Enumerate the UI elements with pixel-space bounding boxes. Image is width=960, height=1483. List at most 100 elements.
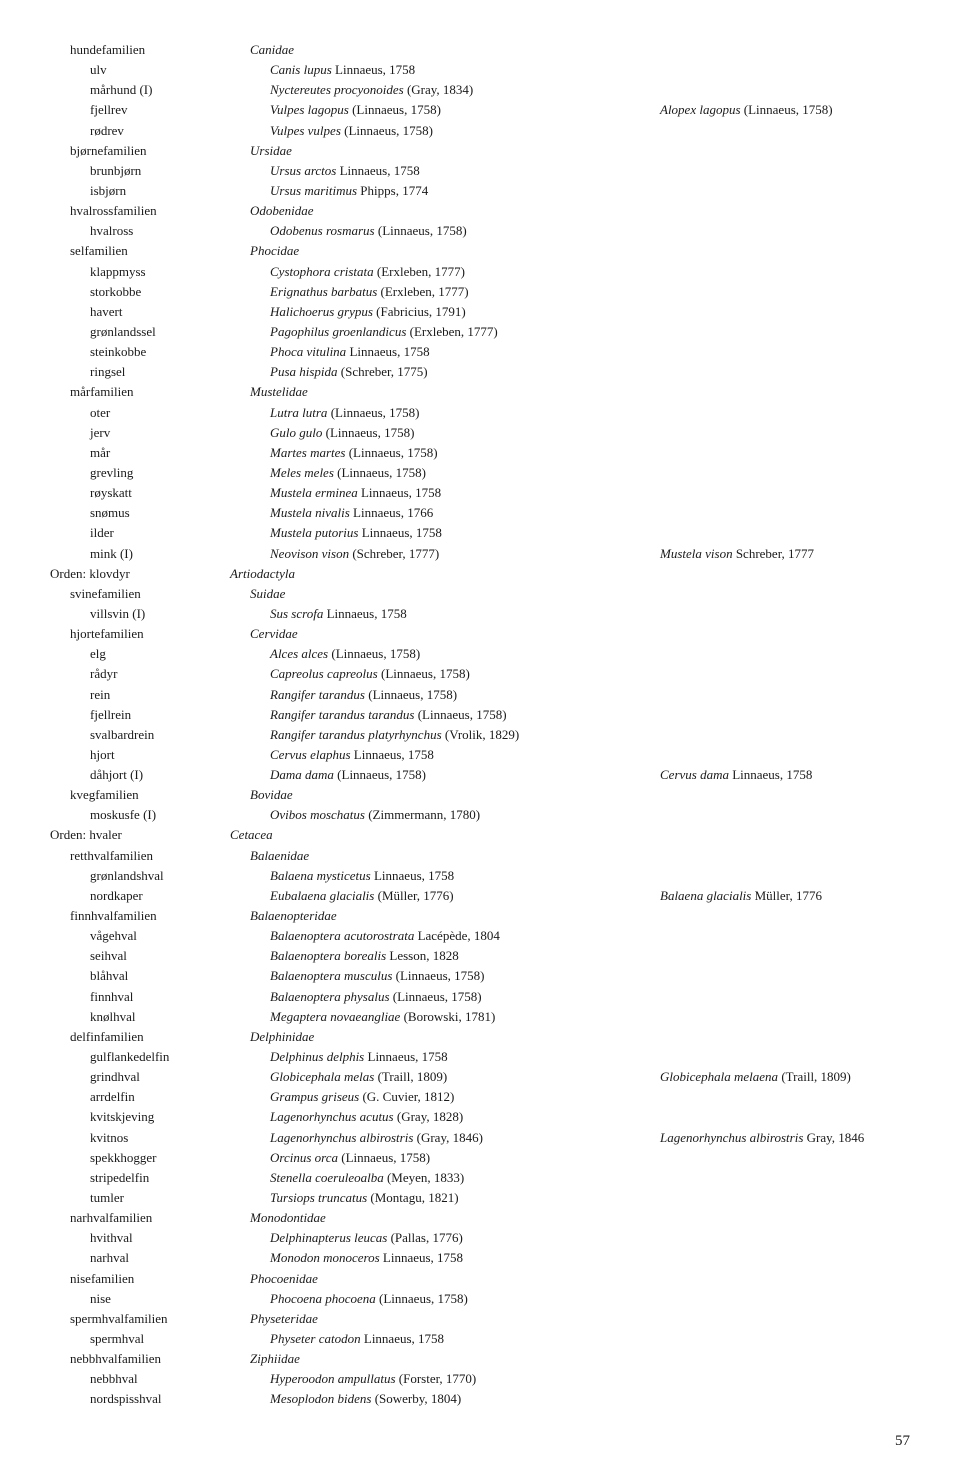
synonym: Globicephala melaena (Traill, 1809) xyxy=(660,1067,910,1087)
taxon-row: brunbjørnUrsus arctos Linnaeus, 1758 xyxy=(50,161,910,181)
scientific-name: Mesoplodon bidens (Sowerby, 1804) xyxy=(270,1389,660,1409)
scientific-name-italic: Stenella coeruleoalba xyxy=(270,1170,384,1185)
norwegian-name: kvitskjeving xyxy=(50,1107,270,1127)
taxon-row: vågehvalBalaenoptera acutorostrata Lacép… xyxy=(50,926,910,946)
scientific-author: (Schreber, 1777) xyxy=(349,546,439,561)
norwegian-name: klappmyss xyxy=(50,262,270,282)
scientific-name-italic: Lutra lutra xyxy=(270,405,327,420)
norwegian-name: mår xyxy=(50,443,270,463)
scientific-name: Phocoenidae xyxy=(250,1269,640,1289)
taxon-row: svalbardreinRangifer tarandus platyrhync… xyxy=(50,725,910,745)
scientific-author: (Schreber, 1775) xyxy=(338,364,428,379)
norwegian-name: Orden: klovdyr xyxy=(50,564,230,584)
scientific-author: (Erxleben, 1777) xyxy=(406,324,497,339)
synonym xyxy=(660,745,910,765)
scientific-name-italic: Megaptera novaeangliae xyxy=(270,1009,400,1024)
synonym xyxy=(660,342,910,362)
norwegian-name: gulflankedelfin xyxy=(50,1047,270,1067)
synonym-italic: Lagenorhynchus albirostris xyxy=(660,1130,803,1145)
scientific-name: Phocoena phocoena (Linnaeus, 1758) xyxy=(270,1289,660,1309)
scientific-name: Nyctereutes procyonoides (Gray, 1834) xyxy=(270,80,660,100)
taxon-row: finnhvalfamilienBalaenopteridae xyxy=(50,906,910,926)
scientific-name-italic: Rangifer tarandus platyrhynchus xyxy=(270,727,442,742)
scientific-name-italic: Ursidae xyxy=(250,143,292,158)
synonym xyxy=(660,946,910,966)
synonym xyxy=(640,1208,910,1228)
scientific-author: Linnaeus, 1758 xyxy=(358,485,441,500)
synonym xyxy=(660,443,910,463)
synonym-author: Müller, 1776 xyxy=(751,888,822,903)
scientific-name: Cervidae xyxy=(250,624,640,644)
scientific-name: Hyperoodon ampullatus (Forster, 1770) xyxy=(270,1369,660,1389)
scientific-name-italic: Meles meles xyxy=(270,465,334,480)
taxon-row: spermhvalPhyseter catodon Linnaeus, 1758 xyxy=(50,1329,910,1349)
synonym xyxy=(660,1168,910,1188)
scientific-author: Linnaeus, 1758 xyxy=(336,163,419,178)
norwegian-name: grønlandssel xyxy=(50,322,270,342)
taxon-row: mink (I)Neovison vison (Schreber, 1777)M… xyxy=(50,544,910,564)
synonym xyxy=(660,685,910,705)
scientific-author: (Pallas, 1776) xyxy=(387,1230,462,1245)
scientific-name-italic: Lagenorhynchus albirostris xyxy=(270,1130,413,1145)
scientific-name-italic: Erignathus barbatus xyxy=(270,284,377,299)
scientific-name: Odobenidae xyxy=(250,201,640,221)
page-number: 57 xyxy=(50,1430,910,1453)
norwegian-name: hvalross xyxy=(50,221,270,241)
taxon-row: havertHalichoerus grypus (Fabricius, 179… xyxy=(50,302,910,322)
taxon-row: mårhund (I)Nyctereutes procyonoides (Gra… xyxy=(50,80,910,100)
scientific-name: Mustela putorius Linnaeus, 1758 xyxy=(270,523,660,543)
scientific-name-italic: Balaenoptera borealis xyxy=(270,948,386,963)
synonym xyxy=(660,423,910,443)
scientific-name: Delphinapterus leucas (Pallas, 1776) xyxy=(270,1228,660,1248)
scientific-name-italic: Physeter catodon xyxy=(270,1331,361,1346)
scientific-name: Pusa hispida (Schreber, 1775) xyxy=(270,362,660,382)
norwegian-name: grønlandshval xyxy=(50,866,270,886)
scientific-author: (Linnaeus, 1758) xyxy=(392,968,484,983)
norwegian-name: steinkobbe xyxy=(50,342,270,362)
scientific-name-italic: Cervus elaphus xyxy=(270,747,351,762)
norwegian-name: mårhund (I) xyxy=(50,80,270,100)
synonym xyxy=(640,382,910,402)
synonym xyxy=(640,40,910,60)
scientific-author: Linnaeus, 1758 xyxy=(332,62,415,77)
synonym xyxy=(660,282,910,302)
scientific-name: Ursus arctos Linnaeus, 1758 xyxy=(270,161,660,181)
synonym xyxy=(660,664,910,684)
scientific-name: Meles meles (Linnaeus, 1758) xyxy=(270,463,660,483)
taxon-row: nebbhvalfamilienZiphiidae xyxy=(50,1349,910,1369)
scientific-author: (Gray, 1828) xyxy=(394,1109,464,1124)
synonym: Cervus dama Linnaeus, 1758 xyxy=(660,765,910,785)
synonym xyxy=(660,463,910,483)
scientific-name: Megaptera novaeangliae (Borowski, 1781) xyxy=(270,1007,660,1027)
norwegian-name: havert xyxy=(50,302,270,322)
norwegian-name: selfamilien xyxy=(50,241,250,261)
norwegian-name: nordkaper xyxy=(50,886,270,906)
norwegian-name: storkobbe xyxy=(50,282,270,302)
taxon-row: dåhjort (I)Dama dama (Linnaeus, 1758)Cer… xyxy=(50,765,910,785)
scientific-name: Phoca vitulina Linnaeus, 1758 xyxy=(270,342,660,362)
scientific-name-italic: Tursiops truncatus xyxy=(270,1190,367,1205)
scientific-author: Linnaeus, 1758 xyxy=(346,344,429,359)
norwegian-name: vågehval xyxy=(50,926,270,946)
scientific-name: Mustela erminea Linnaeus, 1758 xyxy=(270,483,660,503)
synonym xyxy=(660,1289,910,1309)
taxon-row: steinkobbePhoca vitulina Linnaeus, 1758 xyxy=(50,342,910,362)
synonym xyxy=(660,1228,910,1248)
scientific-author: (Linnaeus, 1758) xyxy=(390,989,482,1004)
synonym: Alopex lagopus (Linnaeus, 1758) xyxy=(660,100,910,120)
taxon-row: kvitskjevingLagenorhynchus acutus (Gray,… xyxy=(50,1107,910,1127)
synonym xyxy=(640,785,910,805)
norwegian-name: røyskatt xyxy=(50,483,270,503)
scientific-name-italic: Odobenus rosmarus xyxy=(270,223,375,238)
scientific-name: Physeter catodon Linnaeus, 1758 xyxy=(270,1329,660,1349)
scientific-name-italic: Dama dama xyxy=(270,767,334,782)
scientific-name: Mustela nivalis Linnaeus, 1766 xyxy=(270,503,660,523)
synonym xyxy=(660,1007,910,1027)
scientific-author: Lesson, 1828 xyxy=(386,948,459,963)
taxon-row: arrdelfinGrampus griseus (G. Cuvier, 181… xyxy=(50,1087,910,1107)
scientific-name-italic: Phocoena phocoena xyxy=(270,1291,376,1306)
norwegian-name: rødrev xyxy=(50,121,270,141)
taxon-row: villsvin (I)Sus scrofa Linnaeus, 1758 xyxy=(50,604,910,624)
scientific-name-italic: Canidae xyxy=(250,42,294,57)
norwegian-name: fjellrein xyxy=(50,705,270,725)
